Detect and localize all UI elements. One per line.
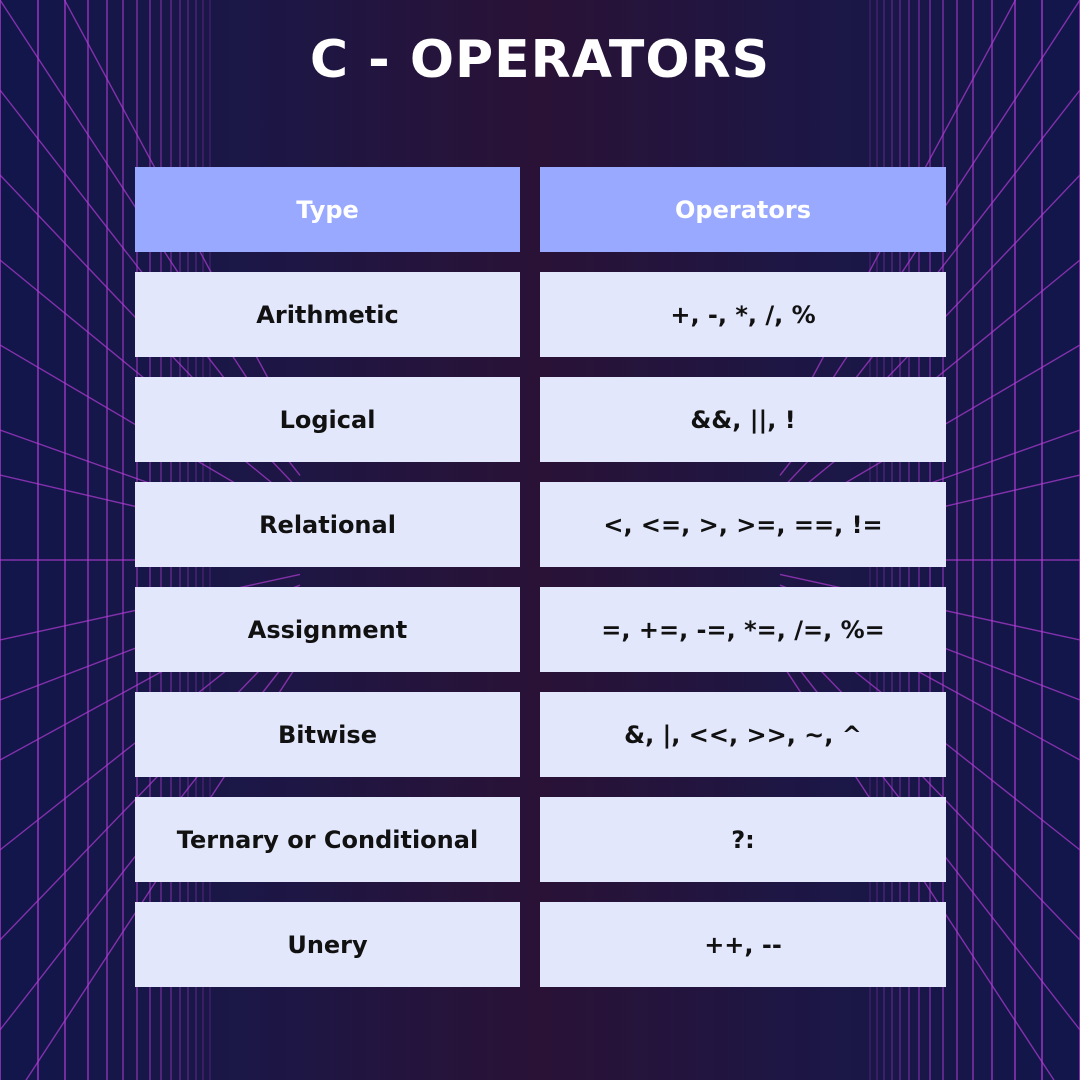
table-row: Unery ++, -- [135, 902, 946, 987]
table-row: Arithmetic +, -, *, /, % [135, 272, 946, 357]
page-title: C - OPERATORS [309, 30, 771, 90]
operators-cell: +, -, *, /, % [540, 272, 946, 357]
table-header-row: Type Operators [135, 167, 946, 252]
header-type: Type [135, 167, 520, 252]
type-cell: Assignment [135, 587, 520, 672]
type-cell: Unery [135, 902, 520, 987]
operators-cell: <, <=, >, >=, ==, != [540, 482, 946, 567]
type-cell: Arithmetic [135, 272, 520, 357]
table-row: Bitwise &, |, <<, >>, ~, ^ [135, 692, 946, 777]
type-cell: Logical [135, 377, 520, 462]
grid-line [779, 627, 1080, 941]
operators-cell: =, +=, -=, *=, /=, %= [540, 587, 946, 672]
operators-cell: &, |, <<, >>, ~, ^ [540, 692, 946, 777]
type-cell: Ternary or Conditional [135, 797, 520, 882]
table-row: Assignment =, +=, -=, *=, /=, %= [135, 587, 946, 672]
operators-cell: &&, ||, ! [540, 377, 946, 462]
table-row: Relational <, <=, >, >=, ==, != [135, 482, 946, 567]
grid-line [0, 627, 301, 941]
type-cell: Relational [135, 482, 520, 567]
table-row: Logical &&, ||, ! [135, 377, 946, 462]
table-row: Ternary or Conditional ?: [135, 797, 946, 882]
header-operators: Operators [540, 167, 946, 252]
operators-cell: ?: [540, 797, 946, 882]
type-cell: Bitwise [135, 692, 520, 777]
operators-cell: ++, -- [540, 902, 946, 987]
